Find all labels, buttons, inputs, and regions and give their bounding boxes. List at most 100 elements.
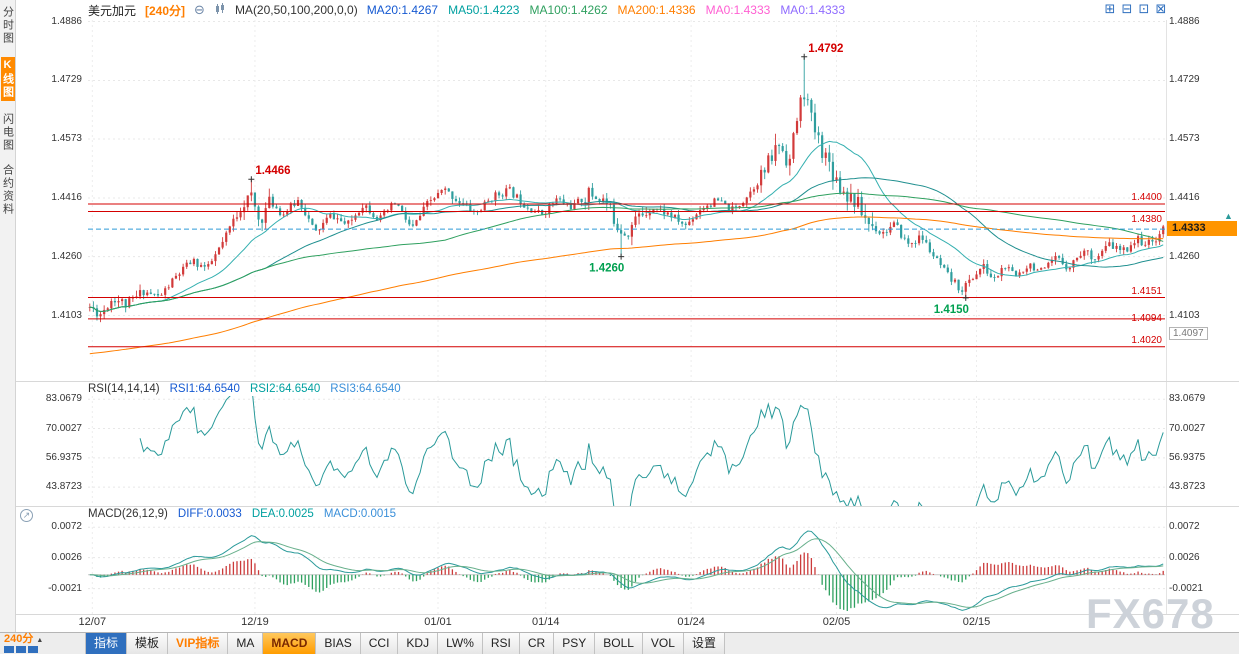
- period-label[interactable]: [240分]: [145, 3, 186, 18]
- price-annotation: 1.4466: [255, 165, 290, 177]
- macd-legend: DIFF:0.0033 DEA:0.0025 MACD:0.0015: [178, 508, 396, 520]
- bottom-toolbar: 240分 ▲ 指标 模板 VIP指标 MA MACD BIAS CCI KDJ LW% RSI CR P…: [0, 632, 1239, 654]
- dea-line: [89, 538, 1164, 608]
- symbol-title: 美元加元: [88, 3, 137, 18]
- ma-value-label: MA50:1.4223: [448, 3, 520, 17]
- panel-separator: [16, 506, 1239, 507]
- ma-value-label: MA20:1.4267: [366, 3, 439, 17]
- rsi-value-label: RSI2:64.6540: [249, 382, 321, 395]
- rsi-line: [139, 396, 1164, 506]
- candlestick-series: [88, 56, 1165, 323]
- toolbar-period-label[interactable]: 240分: [4, 633, 34, 645]
- window-controls: ⊞ ⊟ ⊡ ⊠: [1103, 2, 1168, 16]
- date-label: 02/05: [822, 616, 851, 628]
- price-level-lines: [88, 203, 1165, 348]
- rsi-tick-label: 56.9375: [45, 451, 82, 463]
- toolbar-button-cci[interactable]: CCI: [360, 633, 399, 654]
- panel-separator: [16, 614, 1239, 615]
- date-label: 12/19: [241, 616, 269, 628]
- rsi-tick-label: 70.0027: [1169, 422, 1206, 434]
- status-square-icon[interactable]: [4, 646, 14, 653]
- date-label: 12/07: [78, 616, 107, 628]
- status-grid-icons[interactable]: [4, 646, 81, 654]
- y-tick-label: 1.4729: [51, 74, 82, 86]
- ma-value-label: MA100:1.4262: [529, 3, 608, 17]
- vertical-split-icon[interactable]: ⊡: [1138, 1, 1150, 16]
- macd-tick-label: 0.0026: [51, 551, 82, 563]
- y-tick-label: 1.4103: [1169, 309, 1200, 321]
- macd-value-label: DIFF:0.0033: [177, 507, 242, 520]
- panel-separator: [16, 381, 1239, 382]
- period-selector[interactable]: 240分 ▲: [0, 633, 86, 654]
- toolbar-button-vol[interactable]: VOL: [642, 633, 684, 654]
- moving-average-lines: [89, 140, 1164, 355]
- rsi-tick-label: 56.9375: [1169, 451, 1206, 463]
- macd-header: MACD(26,12,9) DIFF:0.0033 DEA:0.0025 MACD:…: [88, 507, 396, 520]
- date-label: 01/01: [424, 616, 452, 628]
- axis-separator: [1166, 20, 1167, 614]
- macd-tick-label: 0.0072: [1169, 521, 1200, 533]
- y-tick-label: 1.4573: [51, 133, 82, 145]
- y-tick-label: 1.4886: [51, 15, 82, 27]
- rsi-legend: RSI1:64.6540 RSI2:64.6540 RSI3:64.6540: [170, 383, 401, 395]
- y-tick-label: 1.4260: [51, 250, 82, 262]
- macd-tick-label: 0.0026: [1169, 551, 1200, 563]
- rsi-tick-label: 83.0679: [1169, 393, 1206, 405]
- ma-params-label: MA(20,50,100,200,0,0): [234, 3, 358, 17]
- sidebar-tab-1[interactable]: 分时图: [1, 6, 14, 45]
- ma-value-label: MA0:1.4333: [780, 3, 846, 17]
- toolbar-button-设置[interactable]: 设置: [683, 633, 725, 654]
- toolbar-button-rsi[interactable]: RSI: [482, 633, 520, 654]
- grid-lines: [88, 20, 1165, 382]
- macd-histogram: [92, 552, 1164, 611]
- sidebar-tab-4[interactable]: 合约资料: [1, 164, 14, 216]
- toolbar-button-vip指标[interactable]: VIP指标: [168, 633, 229, 654]
- order-price-label: 1.4097: [1169, 326, 1208, 340]
- y-tick-label: 1.4260: [1169, 250, 1200, 262]
- main-candlestick-chart[interactable]: 1.4466 1.4792 1.4260 1.4150: [88, 20, 1165, 382]
- indicator-buttons: 指标 模板 VIP指标 MA MACD BIAS CCI KDJ LW% RSI CR PSY BOLL…: [86, 633, 725, 654]
- ma-value-label: MA0:1.4333: [705, 3, 771, 17]
- macd-title: MACD(26,12,9): [88, 507, 168, 520]
- status-square-icon[interactable]: [16, 646, 26, 653]
- status-square-icon[interactable]: [28, 646, 38, 653]
- grid-layout-icon[interactable]: ⊞: [1104, 1, 1116, 16]
- toolbar-button-模板[interactable]: 模板: [127, 633, 169, 654]
- toolbar-button-cr[interactable]: CR: [519, 633, 555, 654]
- y-tick-label: 1.4729: [1169, 74, 1200, 86]
- indicator-expand-icon[interactable]: ↗: [20, 509, 33, 522]
- horizontal-split-icon[interactable]: ⊟: [1121, 1, 1133, 16]
- rsi-tick-label: 83.0679: [45, 393, 82, 405]
- grid-lines: [88, 522, 1165, 614]
- toolbar-button-ma[interactable]: MA: [228, 633, 264, 654]
- rsi-title: RSI(14,14,14): [88, 382, 160, 395]
- macd-value-label: MACD:0.0015: [323, 507, 397, 520]
- dock-right-icon[interactable]: ⊠: [1155, 1, 1167, 16]
- sidebar-tab-3[interactable]: 闪电图: [1, 113, 14, 152]
- toolbar-button-boll[interactable]: BOLL: [595, 633, 643, 654]
- price-annotation: 1.4792: [808, 43, 843, 55]
- y-tick-label: 1.4416: [1169, 191, 1200, 203]
- toolbar-button-macd[interactable]: MACD: [263, 633, 317, 654]
- toolbar-button-kdj[interactable]: KDJ: [398, 633, 439, 654]
- chart-header: 美元加元 [240分] ⊖ MA(20,50,100,200,0,0) MA20…: [88, 2, 845, 18]
- sidebar-tab-2[interactable]: K线图: [0, 57, 15, 101]
- price-annotation: 1.4150: [934, 304, 969, 316]
- rsi-header: RSI(14,14,14) RSI1:64.6540 RSI2:64.6540 RS…: [88, 382, 401, 395]
- macd-indicator-chart[interactable]: [88, 522, 1165, 614]
- rsi-tick-label: 43.8723: [45, 481, 82, 493]
- grid-lines: [88, 396, 1165, 506]
- kline-style-icon[interactable]: [214, 2, 226, 18]
- toolbar-button-指标[interactable]: 指标: [86, 633, 128, 654]
- y-tick-label: 1.4573: [1169, 133, 1200, 145]
- watermark: FX678: [1086, 590, 1215, 637]
- price-up-arrow-icon: ▲: [1224, 211, 1233, 222]
- toolbar-button-bias[interactable]: BIAS: [316, 633, 361, 654]
- toolbar-button-psy[interactable]: PSY: [554, 633, 596, 654]
- zoom-out-icon[interactable]: ⊖: [194, 2, 205, 17]
- rsi-indicator-chart[interactable]: [88, 396, 1165, 506]
- date-label: 01/24: [677, 616, 705, 628]
- toolbar-button-lw%[interactable]: LW%: [438, 633, 483, 654]
- chevron-up-icon[interactable]: ▲: [36, 637, 44, 644]
- y-tick-label: 1.4886: [1169, 15, 1200, 27]
